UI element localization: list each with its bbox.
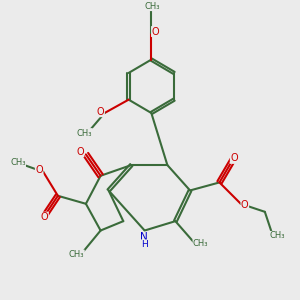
Text: O: O — [41, 212, 48, 222]
Text: N: N — [140, 232, 148, 242]
Text: CH₃: CH₃ — [10, 158, 26, 167]
Text: CH₃: CH₃ — [269, 231, 285, 240]
Text: O: O — [152, 26, 159, 37]
Text: O: O — [76, 147, 84, 157]
Text: CH₃: CH₃ — [77, 128, 92, 137]
Text: CH₃: CH₃ — [144, 2, 160, 11]
Text: O: O — [97, 107, 104, 117]
Text: O: O — [230, 153, 238, 164]
Text: O: O — [241, 200, 249, 210]
Text: CH₃: CH₃ — [69, 250, 84, 259]
Text: O: O — [35, 165, 43, 176]
Text: H: H — [141, 240, 148, 249]
Text: CH₃: CH₃ — [193, 239, 208, 248]
